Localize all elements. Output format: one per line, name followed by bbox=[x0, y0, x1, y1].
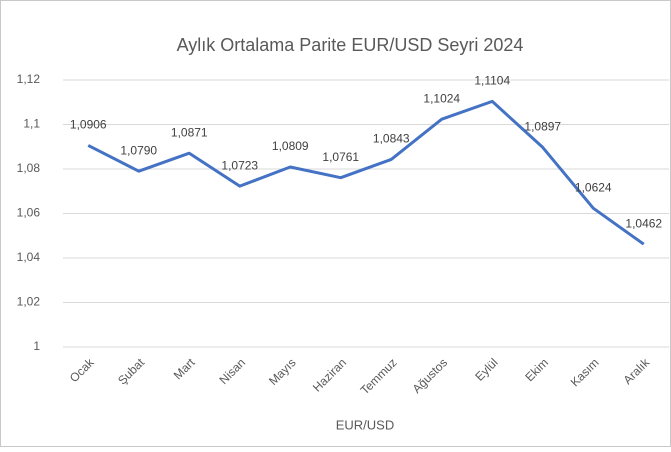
series-line bbox=[87, 99, 645, 246]
data-label: 1,0624 bbox=[575, 180, 612, 194]
chart-title: Aylık Ortalama Parite EUR/USD Seyri 2024 bbox=[177, 35, 524, 55]
y-tick-label: 1,02 bbox=[17, 295, 41, 309]
data-label: 1,0809 bbox=[272, 139, 309, 153]
data-label: 1,1104 bbox=[474, 74, 510, 88]
y-tick-label: 1,06 bbox=[17, 206, 41, 220]
data-label: 1,0906 bbox=[70, 118, 107, 132]
x-axis-title: EUR/USD bbox=[336, 417, 395, 432]
y-tick-label: 1,04 bbox=[17, 250, 41, 264]
data-label: 1,0790 bbox=[120, 143, 157, 157]
y-tick-label: 1 bbox=[33, 339, 40, 353]
y-tick-label: 1,08 bbox=[17, 161, 41, 175]
y-tick-label: 1,12 bbox=[17, 72, 41, 86]
data-label: 1,0462 bbox=[625, 216, 662, 230]
data-label: 1,1024 bbox=[423, 91, 460, 105]
data-label: 1,0871 bbox=[171, 125, 208, 139]
data-label: 1,0723 bbox=[221, 158, 258, 172]
data-label: 1,0843 bbox=[373, 132, 410, 146]
data-label: 1,0897 bbox=[524, 120, 561, 134]
data-label: 1,0761 bbox=[322, 150, 359, 164]
y-tick-label: 1,1 bbox=[23, 117, 40, 131]
